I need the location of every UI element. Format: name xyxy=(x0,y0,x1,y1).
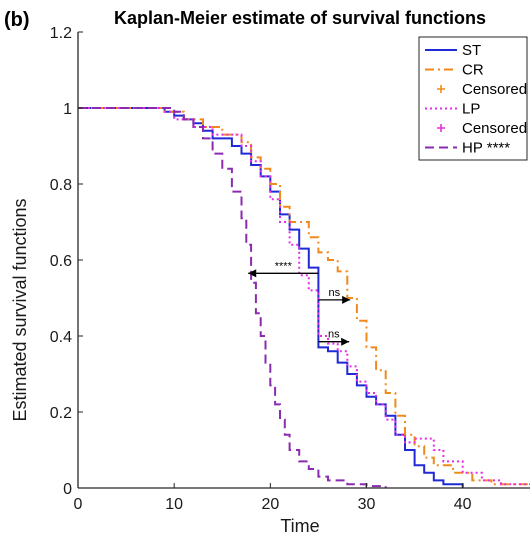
series-line-hp xyxy=(78,107,387,488)
series-line-lp xyxy=(78,107,530,486)
axes: 0 0.2 0.4 0.6 0.8 1 1.2 0 10 20 30 40 xyxy=(50,25,530,513)
annotation-label: ns xyxy=(328,329,340,341)
y-tick-label: 1.2 xyxy=(50,25,72,42)
legend-label: ST xyxy=(462,42,481,59)
arrow-head-icon xyxy=(341,337,350,346)
annotation-label: ns xyxy=(328,287,340,299)
y-tick-label: 0 xyxy=(63,481,72,498)
x-tick-label: 30 xyxy=(358,496,376,513)
arrow-head-icon xyxy=(248,269,257,278)
legend: ST CR Censored LP Censored HP **** xyxy=(418,36,528,161)
legend-box xyxy=(418,36,528,161)
y-tick-label: 0.8 xyxy=(50,177,72,194)
chart-title: Kaplan-Meier estimate of survival functi… xyxy=(114,8,486,28)
panel-label: (b) xyxy=(4,9,30,31)
y-tick-label: 0.2 xyxy=(50,405,72,422)
annotation-label: **** xyxy=(275,260,293,272)
arrow-head-icon xyxy=(342,295,351,304)
x-axis-title: Time xyxy=(280,516,319,536)
plot-area xyxy=(78,107,530,488)
legend-plus-marker xyxy=(437,85,445,93)
series-line-cr xyxy=(78,107,530,486)
legend-plus-marker xyxy=(437,124,445,132)
y-tick-label: 0.6 xyxy=(50,253,72,270)
y-tick-label: 0.4 xyxy=(50,329,72,346)
x-tick-label: 40 xyxy=(454,496,472,513)
legend-label: HP **** xyxy=(462,140,510,157)
legend-label: Censored xyxy=(462,120,527,137)
x-tick-label: 10 xyxy=(165,496,183,513)
annotations: **** ns ns xyxy=(248,260,351,346)
legend-label: CR xyxy=(462,62,484,79)
y-tick-label: 1 xyxy=(63,101,72,118)
x-tick-label: 20 xyxy=(261,496,279,513)
legend-label: Censored xyxy=(462,81,527,98)
legend-label: LP xyxy=(462,101,480,118)
x-tick-label: 0 xyxy=(74,496,83,513)
y-axis-title: Estimated survival functions xyxy=(10,198,30,421)
